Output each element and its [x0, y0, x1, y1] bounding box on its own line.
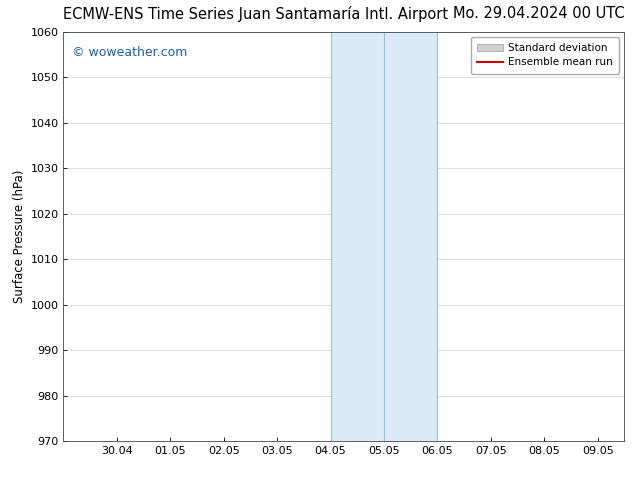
Bar — [330, 32, 437, 441]
Y-axis label: Surface Pressure (hPa): Surface Pressure (hPa) — [13, 170, 26, 303]
Text: © woweather.com: © woweather.com — [72, 46, 187, 59]
Text: ECMW-ENS Time Series Juan Santamaría Intl. Airport: ECMW-ENS Time Series Juan Santamaría Int… — [63, 6, 448, 22]
Text: Mo. 29.04.2024 00 UTC: Mo. 29.04.2024 00 UTC — [453, 6, 624, 21]
Legend: Standard deviation, Ensemble mean run: Standard deviation, Ensemble mean run — [471, 37, 619, 74]
